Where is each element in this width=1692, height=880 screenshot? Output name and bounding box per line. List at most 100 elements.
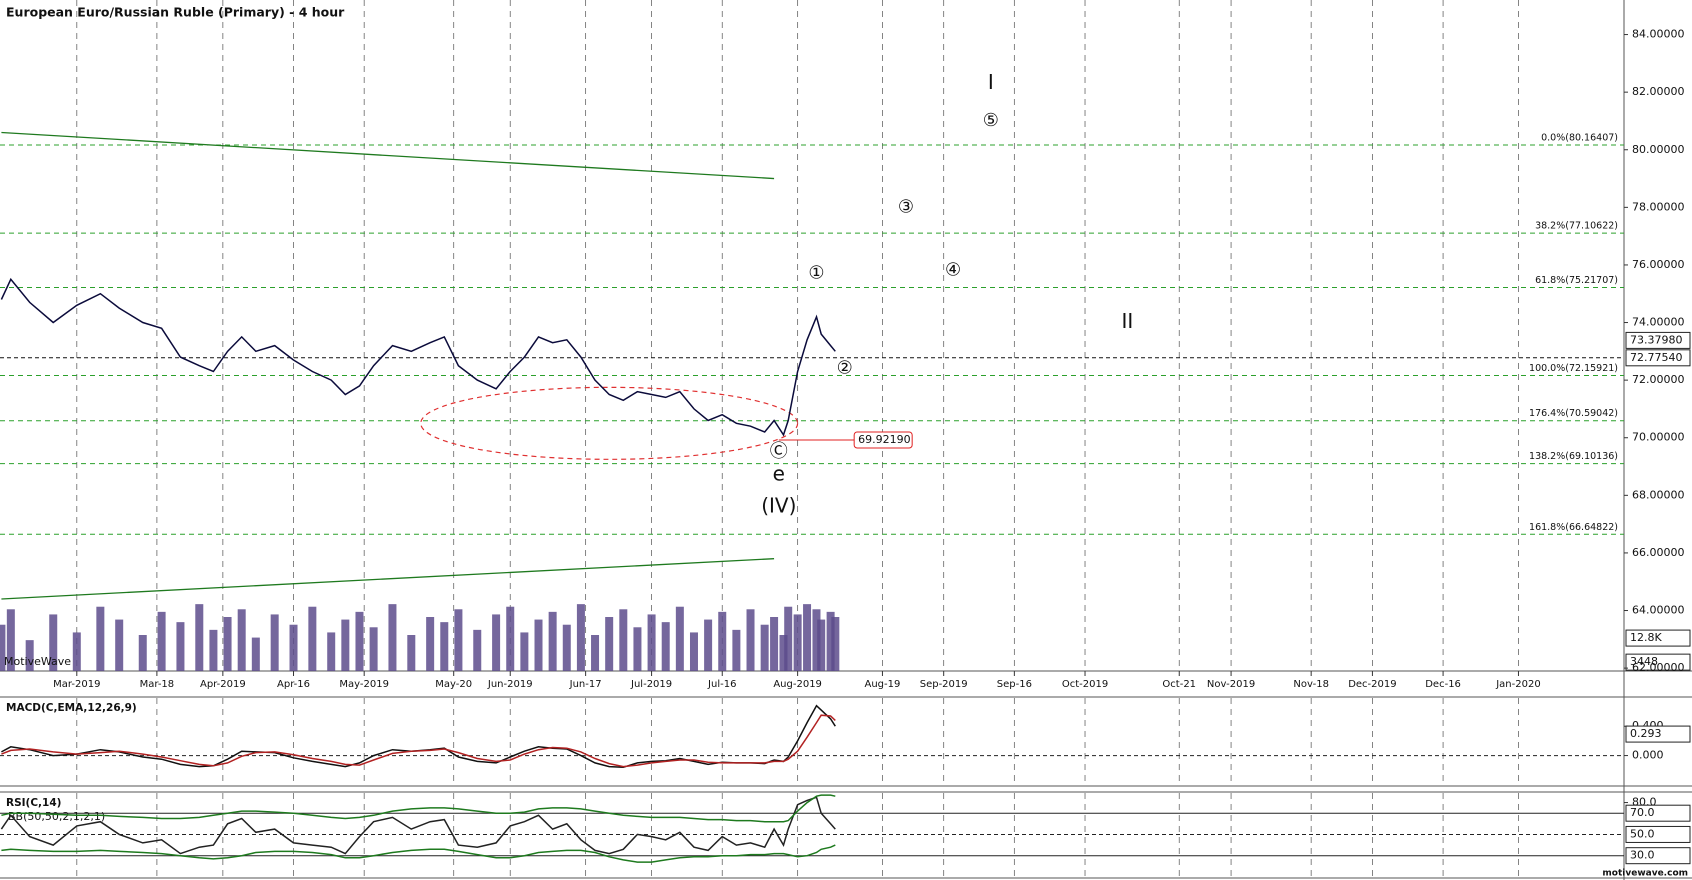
volume-bar [49,614,58,671]
volume-bar [426,617,435,671]
value-tag-box [1625,847,1691,865]
volume-bar [760,624,769,671]
wave-label: ② [837,358,853,379]
wave-label: e [773,462,785,486]
fib-label: 61.8%(75.21707) [1535,275,1618,286]
value-tag: 70.0 [1630,806,1655,819]
x-tick-label: May-2019 [339,679,389,690]
x-tick-label: Sep-16 [997,679,1032,690]
footer: motivewave.com [1602,869,1688,879]
x-tick-label: Sep-2019 [920,679,968,690]
volume-bar [506,606,515,671]
price-tag: 73.37980 [1630,333,1683,346]
x-tick-label: Oct-2019 [1062,679,1108,690]
volume-bar [675,606,684,671]
volume-bar [732,629,741,671]
volume-bar [96,606,105,671]
volume-bar [388,604,397,671]
y-tick-label: 80.00000 [1632,143,1685,156]
y-tick-label: 68.00000 [1632,488,1685,501]
volume-bar [784,606,793,671]
value-tag-box [1625,804,1691,822]
volume-bar [633,627,642,671]
volume-bar [270,614,279,671]
volume-bar [793,614,802,671]
series-line [1,714,836,768]
watermark: MotiveWave [4,655,71,668]
volume-bar [704,619,713,671]
y-tick-label: 70.00000 [1632,431,1685,444]
value-tag: 0.293 [1630,727,1662,740]
value-tag-box [1625,825,1691,843]
volume-bar [138,635,147,671]
volume-bar [407,635,416,671]
panel-sublabel: BB(50,50,2,1,2,1) [8,810,105,823]
fib-label: 138.2%(69.10136) [1529,451,1618,462]
x-tick-label: Apr-16 [277,679,310,690]
x-tick-label: May-20 [435,679,472,690]
panel-label: MACD(C,EMA,12,26,9) [6,702,137,714]
pin-label: 69.92190 [858,433,911,446]
x-tick-label: Jun-2019 [487,679,533,690]
x-tick-label: Nov-18 [1293,679,1329,690]
x-tick-label: Jan-2020 [1495,679,1540,690]
volume-bar [251,637,260,671]
volume-bar [817,619,826,671]
volume-bar [548,611,557,671]
fib-label: 176.4%(70.59042) [1529,408,1618,419]
y-tick-label: 62.00000 [1632,661,1685,674]
volume-bar [0,624,6,671]
volume-bar [195,604,204,671]
wave-label: I [988,70,994,94]
volume-bar [689,632,698,671]
volume-bar [289,624,298,671]
volume-bar [619,609,628,671]
trend-line [1,131,775,180]
y-tick-label: 66.00000 [1632,546,1685,559]
x-tick-label: Dec-16 [1425,679,1461,690]
y-tick-label: 84.00000 [1632,28,1685,41]
fib-label: 38.2%(77.10622) [1535,221,1618,232]
volume-bar [718,611,727,671]
y-tick-label: 82.00000 [1632,85,1685,98]
volume-bar [237,609,246,671]
series-line [1,794,836,823]
volume-tag: 3448 [1630,655,1658,668]
wave-label: ④ [945,260,961,281]
volume-bar [440,622,449,671]
y-tick-label: 74.00000 [1632,316,1685,329]
volume-bar [591,635,600,671]
volume-bar [209,629,218,671]
volume-bar [454,609,463,671]
volume-bar [176,622,185,671]
volume-bar [661,622,670,671]
chart-title: European Euro/Russian Ruble (Primary) - … [6,5,345,20]
series-line [1,844,836,863]
fib-label: 0.0%(80.16407) [1541,133,1618,144]
volume-bar [770,617,779,671]
ellipse-annotation [420,386,799,460]
x-tick-label: Mar-2019 [53,679,100,690]
volume-bar [341,619,350,671]
volume-bar [473,629,482,671]
value-tag-box [1625,725,1691,743]
volume-bar [223,617,232,671]
fib-label: 161.8%(66.64822) [1529,522,1618,533]
volume-bar [812,609,821,671]
volume-bar [115,619,124,671]
x-tick-label: Aug-19 [865,679,901,690]
volume-bar [492,614,501,671]
volume-bar [6,609,15,671]
wave-label: (IV) [761,493,796,517]
wave-label: ① [808,263,824,284]
x-tick-label: Aug-2019 [773,679,822,690]
x-tick-label: Apr-2019 [200,679,246,690]
wave-label: Ⓒ [770,441,788,462]
volume-bar [308,606,317,671]
y-tick-label: 78.00000 [1632,200,1685,213]
volume-bar [25,640,34,671]
volume-bar [157,611,166,671]
volume-bar [746,609,755,671]
volume-bar [327,632,336,671]
